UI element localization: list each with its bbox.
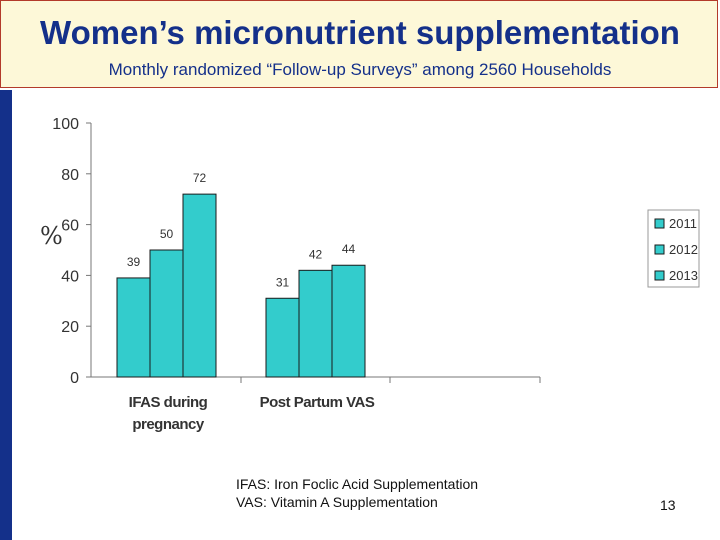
x-category-label: Post Partum VAS — [260, 394, 375, 411]
slide-number: 13 — [660, 497, 676, 513]
slide-title: Women’s micronutrient supplementation — [40, 14, 680, 51]
bar-2012-ifas — [149, 249, 184, 378]
legend-label-2013: 2013 — [669, 268, 698, 283]
footnote-line-ifas: IFAS: Iron Foclic Acid Supplementation — [236, 476, 479, 492]
bar-2013-vas — [331, 264, 366, 378]
bar-2012-vas — [298, 269, 333, 378]
x-category-label: IFAS during — [129, 394, 208, 411]
bar-2011-ifas — [116, 277, 151, 378]
legend-swatch-2012 — [654, 244, 665, 255]
bar-2011-vas — [265, 297, 300, 378]
y-tick-label: 100 — [52, 116, 79, 133]
y-tick-label: 40 — [61, 268, 79, 285]
slide-sidebar — [0, 90, 12, 540]
y-tick-label: 60 — [61, 218, 79, 235]
data-label: 31 — [276, 275, 290, 289]
data-label: 50 — [160, 227, 174, 241]
y-tick-label: 0 — [70, 370, 79, 387]
x-category-label: pregnancy — [132, 416, 205, 433]
footnote: IFAS: Iron Foclic Acid Supplementation V… — [236, 475, 478, 511]
y-tick-label: 20 — [61, 319, 79, 336]
data-label: 72 — [193, 171, 207, 185]
legend-swatch-2011 — [654, 218, 665, 229]
y-tick-label: 80 — [61, 167, 79, 184]
slide-subtitle: Monthly randomized “Follow-up Surveys” a… — [108, 60, 612, 79]
data-label: 39 — [127, 255, 141, 269]
legend-label-2011: 2011 — [669, 216, 697, 231]
bar-2013-ifas — [182, 193, 217, 378]
data-label: 44 — [342, 242, 356, 256]
legend-label-2012: 2012 — [669, 242, 698, 257]
slide-header: Women’s micronutrient supplementation Mo… — [0, 0, 718, 88]
footnote-line-vas: VAS: Vitamin A Supplementation — [236, 494, 438, 510]
data-label: 42 — [309, 247, 323, 261]
y-axis-label: % — [40, 222, 63, 250]
legend-swatch-2013 — [654, 270, 665, 281]
